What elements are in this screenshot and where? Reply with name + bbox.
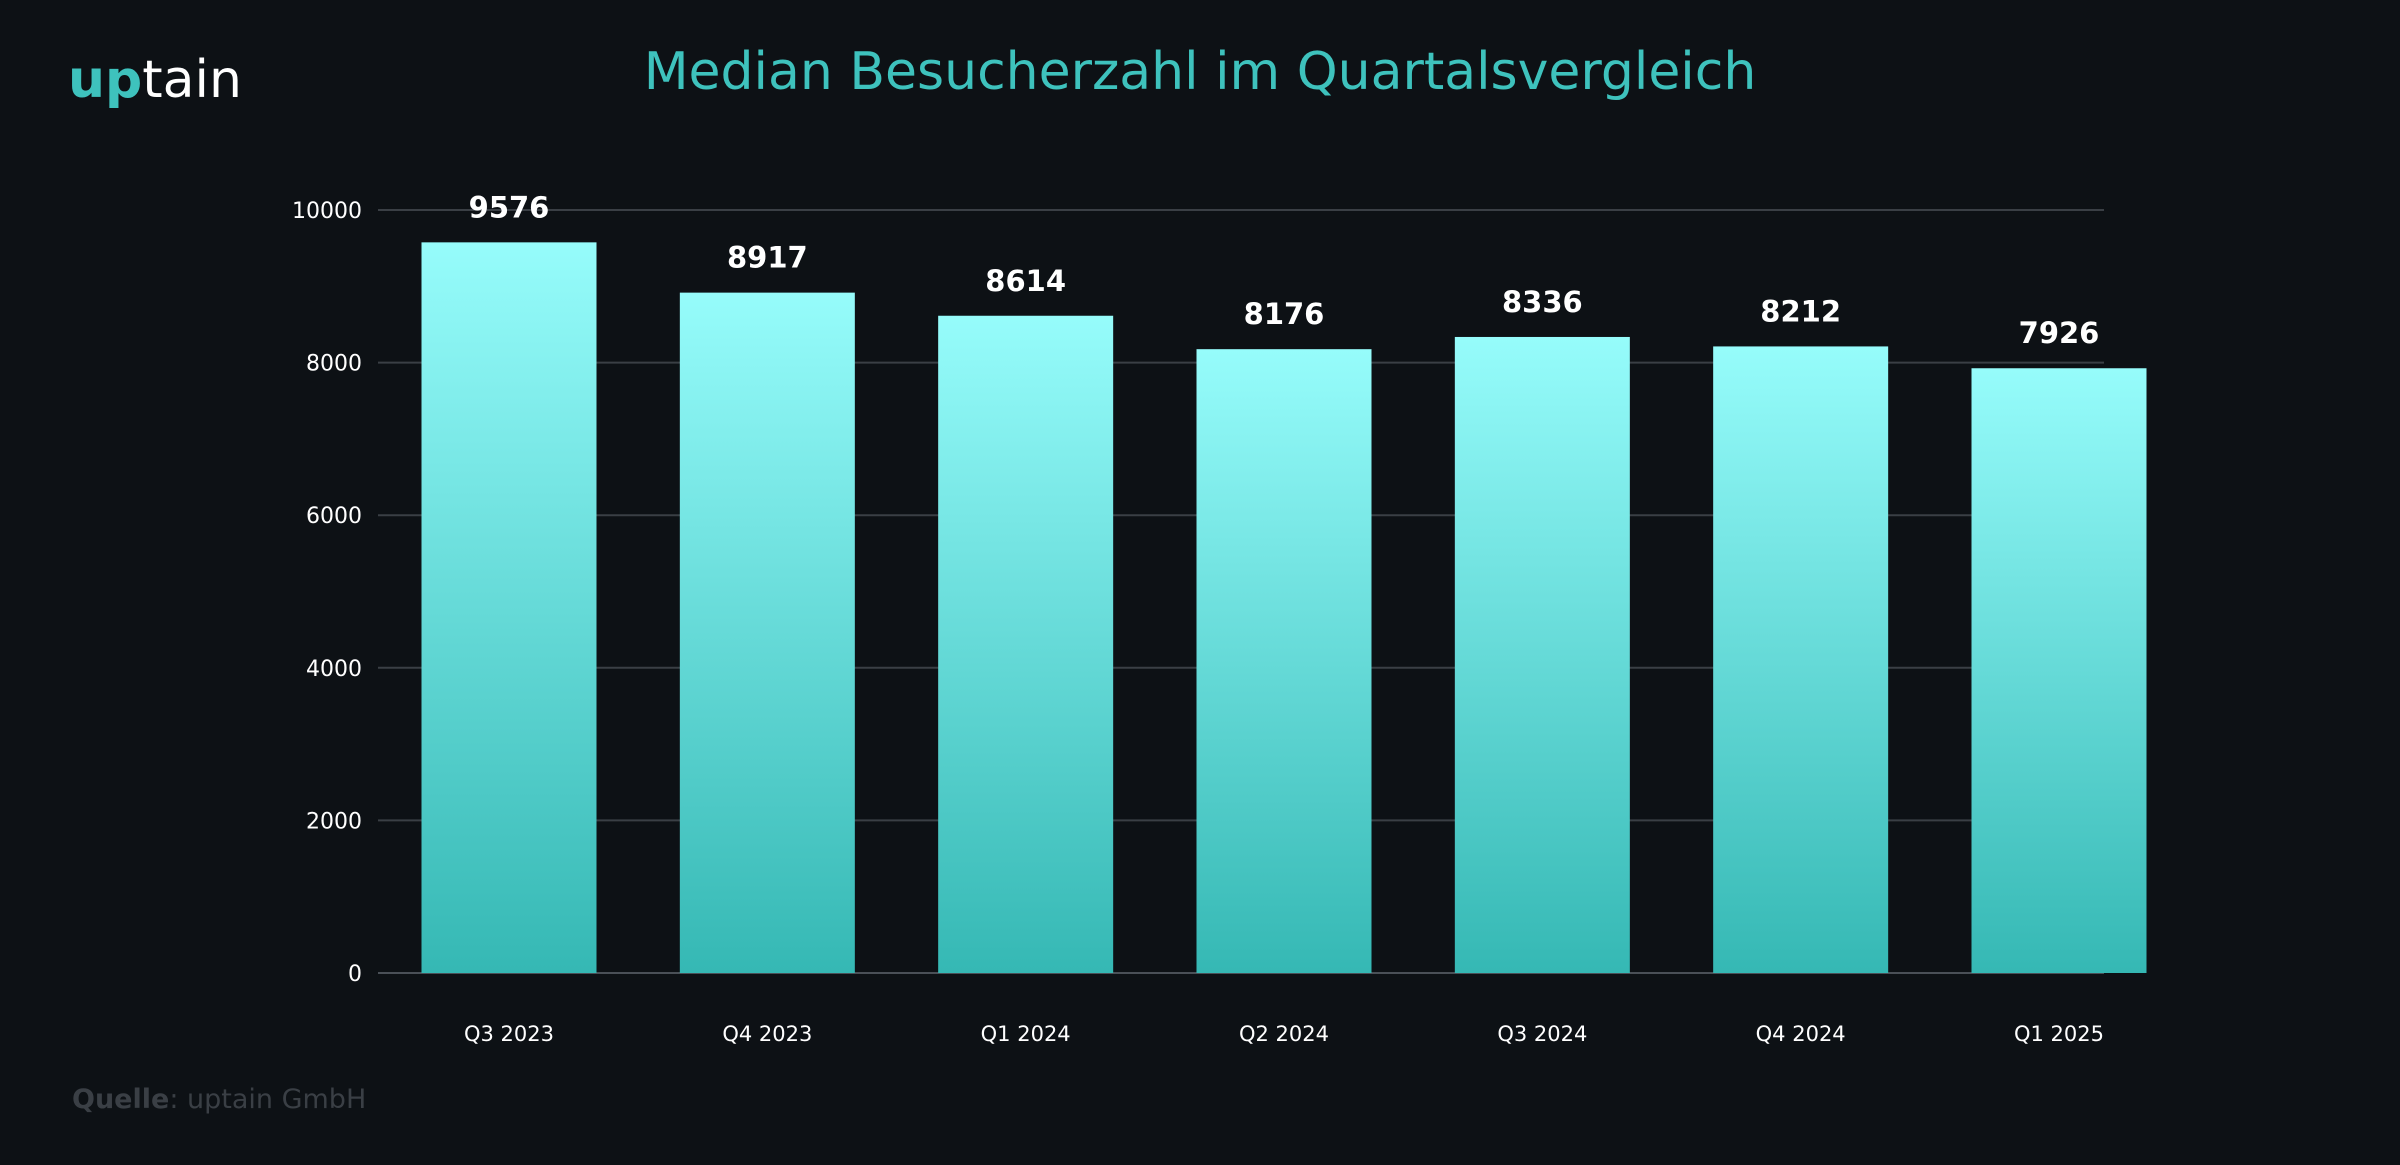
bar xyxy=(1454,336,1630,973)
uptain-logo: up tain xyxy=(68,50,242,110)
x-tick-label: Q4 2023 xyxy=(722,1022,812,1046)
logo-part-tain: tain xyxy=(142,50,242,110)
source-value: uptain GmbH xyxy=(187,1084,367,1115)
bar xyxy=(1196,349,1372,973)
source-note: Quelle: uptain GmbH xyxy=(72,1084,366,1115)
bar xyxy=(938,315,1114,973)
data-label: 8614 xyxy=(985,264,1066,298)
bar xyxy=(679,292,855,973)
source-label: Quelle xyxy=(72,1084,170,1115)
x-tick-label: Q3 2024 xyxy=(1497,1022,1587,1046)
data-label: 8917 xyxy=(727,241,808,275)
data-label: 8336 xyxy=(1502,285,1583,319)
data-label: 8212 xyxy=(1760,294,1841,328)
y-tick-label: 6000 xyxy=(306,504,362,529)
chart-title: Median Besucherzahl im Quartalsvergleich xyxy=(643,42,1757,102)
data-label: 9576 xyxy=(469,190,550,224)
bars xyxy=(421,242,2147,973)
y-tick-label: 8000 xyxy=(306,352,362,377)
bar xyxy=(1713,346,1889,973)
data-labels: 9576 8917 8614 8176 8336 8212 7926 xyxy=(469,190,2100,350)
data-label: 7926 xyxy=(2019,316,2100,350)
y-tick-label: 4000 xyxy=(306,657,362,682)
x-tick-label: Q3 2023 xyxy=(464,1022,554,1046)
x-axis-tick-labels: Q3 2023 Q4 2023 Q1 2024 Q2 2024 Q3 2024 Q4 20… xyxy=(464,1022,2104,1046)
bar xyxy=(1971,368,2147,973)
x-tick-label: Q2 2024 xyxy=(1239,1022,1329,1046)
x-tick-label: Q1 2025 xyxy=(2014,1022,2104,1046)
y-tick-label: 0 xyxy=(348,962,362,987)
bar xyxy=(421,242,597,973)
logo-part-up: up xyxy=(68,50,143,110)
y-axis-tick-labels: 0 2000 4000 6000 8000 10000 xyxy=(292,199,362,987)
data-label: 8176 xyxy=(1244,297,1325,331)
source-separator: : xyxy=(169,1084,187,1115)
y-tick-label: 2000 xyxy=(306,809,362,834)
x-tick-label: Q1 2024 xyxy=(981,1022,1071,1046)
x-tick-label: Q4 2024 xyxy=(1756,1022,1846,1046)
y-tick-label: 10000 xyxy=(292,199,362,224)
